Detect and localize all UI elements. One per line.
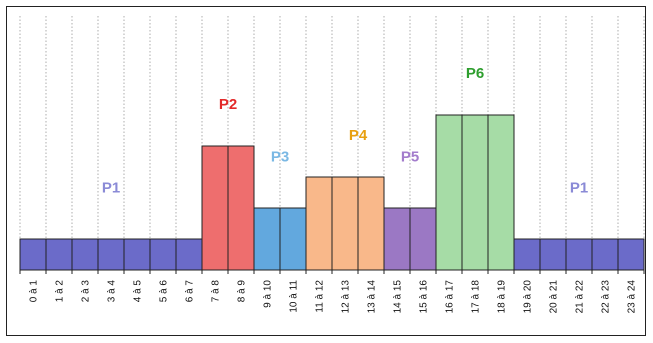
x-tick-label: 0 à 1 bbox=[29, 280, 40, 303]
bar-23 bbox=[617, 238, 645, 271]
bar-12 bbox=[331, 176, 359, 271]
x-tick-label: 18 à 19 bbox=[497, 280, 508, 314]
bar-5 bbox=[149, 238, 177, 271]
bar-21 bbox=[565, 238, 593, 271]
x-tick-label: 20 à 21 bbox=[549, 280, 560, 314]
x-tick-label: 12 à 13 bbox=[341, 280, 352, 314]
bar-19 bbox=[513, 238, 541, 271]
x-tick-label: 7 à 8 bbox=[211, 280, 222, 303]
x-tick-label: 19 à 20 bbox=[523, 280, 534, 314]
bar-1 bbox=[45, 238, 73, 271]
x-tick-label: 3 à 4 bbox=[107, 280, 118, 303]
bar-20 bbox=[539, 238, 567, 271]
period-label-p2: P2 bbox=[219, 96, 237, 113]
x-tick-label: 4 à 5 bbox=[133, 280, 144, 303]
x-tick-label: 1 à 2 bbox=[55, 280, 66, 303]
bar-2 bbox=[71, 238, 99, 271]
chart-frame bbox=[6, 6, 646, 336]
bar-6 bbox=[175, 238, 203, 271]
x-tick-label: 11 à 12 bbox=[315, 280, 326, 313]
x-tick-label: 15 à 16 bbox=[419, 280, 430, 314]
x-tick-label: 22 à 23 bbox=[601, 280, 612, 314]
x-tick-label: 17 à 18 bbox=[471, 280, 482, 314]
bar-17 bbox=[461, 114, 489, 271]
period-label-p3: P3 bbox=[271, 149, 289, 166]
bar-8 bbox=[227, 145, 255, 271]
period-label-p1: P1 bbox=[570, 180, 588, 197]
period-label-p4: P4 bbox=[349, 127, 368, 144]
bar-0 bbox=[19, 238, 47, 271]
x-tick-label: 13 à 14 bbox=[367, 280, 378, 314]
x-tick-label: 6 à 7 bbox=[185, 280, 196, 303]
period-label-p5: P5 bbox=[401, 149, 419, 166]
bar-10 bbox=[279, 207, 307, 271]
bar-7 bbox=[201, 145, 229, 271]
bar-15 bbox=[409, 207, 437, 271]
x-tick-label: 8 à 9 bbox=[237, 280, 248, 303]
bar-9 bbox=[253, 207, 281, 271]
x-tick-label: 2 à 3 bbox=[81, 280, 92, 303]
x-tick-label: 23 à 24 bbox=[627, 280, 638, 314]
bar-18 bbox=[487, 114, 515, 271]
x-tick-label: 21 à 22 bbox=[575, 280, 586, 314]
bar-3 bbox=[97, 238, 125, 271]
bar-16 bbox=[435, 114, 463, 271]
bar-11 bbox=[305, 176, 333, 271]
bar-22 bbox=[591, 238, 619, 271]
bar-14 bbox=[383, 207, 411, 271]
period-label-p6: P6 bbox=[466, 65, 484, 82]
x-tick-label: 9 à 10 bbox=[263, 280, 274, 308]
x-tick-label: 5 à 6 bbox=[159, 280, 170, 303]
x-tick-label: 14 à 15 bbox=[393, 280, 404, 314]
bar-4 bbox=[123, 238, 151, 271]
period-label-p1: P1 bbox=[102, 180, 120, 197]
x-tick-label: 16 à 17 bbox=[445, 280, 456, 314]
bar-13 bbox=[357, 176, 385, 271]
x-tick-label: 10 à 11 bbox=[289, 280, 300, 313]
